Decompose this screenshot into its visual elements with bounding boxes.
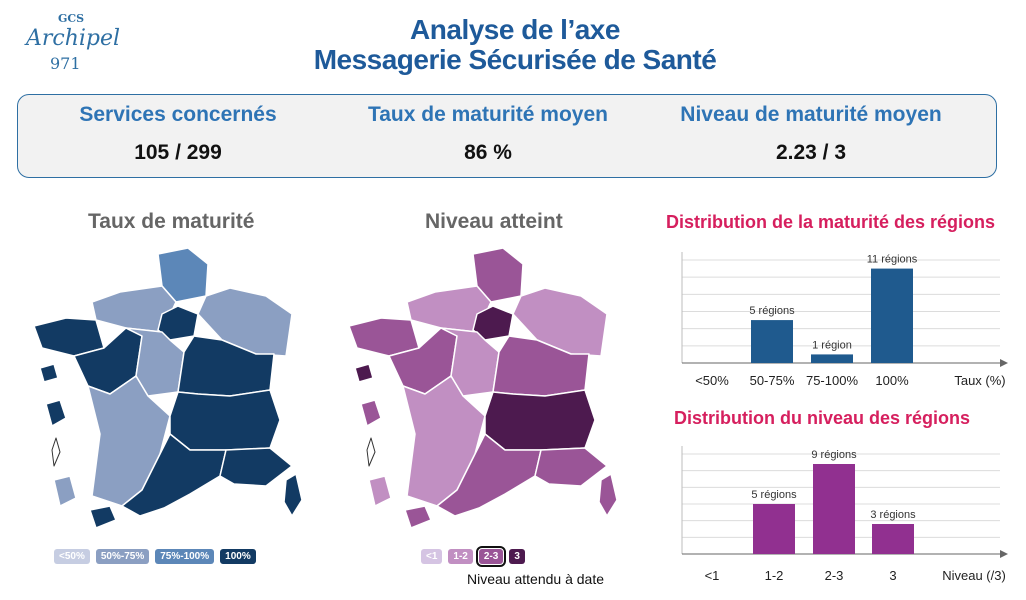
bar xyxy=(753,504,795,554)
territory-reunion xyxy=(89,505,117,529)
chart-maturity-title: Distribution de la maturité des régions xyxy=(666,212,996,232)
territory-guyane xyxy=(53,475,77,507)
territory-guadeloupe xyxy=(354,363,374,383)
legend-item: 75%-100% xyxy=(155,549,215,564)
logo-number: 971 xyxy=(50,54,81,73)
region-auvergne-rhone-alpes xyxy=(484,389,596,451)
x-axis-label: Niveau (/3) xyxy=(942,568,1006,583)
kpi-label: Taux de maturité moyen xyxy=(367,103,608,126)
x-axis-label: Taux (%) xyxy=(954,373,1005,388)
region-corse xyxy=(283,473,303,517)
region-paca xyxy=(219,447,293,487)
map-maturity-title: Taux de maturité xyxy=(88,210,255,233)
map-maturity-legend: <50% 50%-75% 75%-100% 100% xyxy=(54,549,256,564)
territory-mayotte xyxy=(366,437,376,467)
bar xyxy=(871,268,913,363)
kpi-services: Services concernés 105 / 299 xyxy=(18,103,338,165)
x-tick-label: 100% xyxy=(875,373,909,388)
legend-item: <50% xyxy=(54,549,90,564)
legend-item: 1-2 xyxy=(448,549,473,564)
chart-level-title: Distribution du niveau des régions xyxy=(674,408,971,428)
map-level-title: Niveau atteint xyxy=(425,210,563,233)
x-tick-label: 2-3 xyxy=(825,568,844,583)
bar xyxy=(811,354,853,363)
chart-level: <1 5 régions 1-2 9 régions 2-3 3 régions 3 Nive… xyxy=(681,446,1008,583)
logo-gcs: GCS xyxy=(58,12,85,25)
bar-data-label: 3 régions xyxy=(870,509,916,521)
kpi-maturity-level: Niveau de maturité moyen 2.23 / 3 xyxy=(651,103,971,165)
chart-maturity: <50% 5 régions 50-75% 1 région 75-100% 11 rég… xyxy=(681,252,1008,388)
kpi-value: 105 / 299 xyxy=(134,141,222,164)
bar-data-label: 1 région xyxy=(812,339,852,351)
territory-martinique xyxy=(45,399,67,427)
map-maturity xyxy=(33,247,303,529)
region-paca xyxy=(534,447,608,487)
territory-reunion xyxy=(404,505,432,529)
bar-data-label: 5 régions xyxy=(749,305,795,317)
territory-martinique xyxy=(360,399,382,427)
legend-item: 50%-75% xyxy=(95,549,150,564)
x-tick-label: 1-2 xyxy=(765,568,784,583)
region-grand-est xyxy=(197,287,293,357)
page-title-line2: Messagerie Sécurisée de Santé xyxy=(313,44,717,75)
page-title-line1: Analyse de l’axe xyxy=(410,14,620,45)
kpi-panel: Services concernés 105 / 299 Taux de mat… xyxy=(17,94,997,178)
x-tick-label: 75-100% xyxy=(806,373,858,388)
legend-item: 2-3 xyxy=(475,546,507,567)
x-tick-label: <50% xyxy=(695,373,729,388)
bar-data-label: 11 régions xyxy=(867,254,918,266)
kpi-maturity-rate: Taux de maturité moyen 86 % xyxy=(328,103,648,165)
legend-item: <1 xyxy=(421,549,443,564)
kpi-value: 2.23 / 3 xyxy=(775,141,847,164)
region-grand-est xyxy=(512,287,608,357)
region-corse xyxy=(598,473,618,517)
territory-mayotte xyxy=(51,437,61,467)
region-auvergne-rhone-alpes xyxy=(169,389,281,451)
x-axis-arrow xyxy=(1000,359,1008,367)
legend-item: 3 xyxy=(509,549,525,564)
kpi-label: Niveau de maturité moyen xyxy=(680,103,942,126)
bar-data-label: 5 régions xyxy=(751,489,797,501)
bar xyxy=(813,464,855,554)
bar xyxy=(751,320,793,363)
expected-level-note: Niveau attendu à date xyxy=(467,571,604,587)
map-level xyxy=(348,247,618,529)
x-tick-label: 50-75% xyxy=(750,373,795,388)
bar xyxy=(872,524,914,554)
x-axis-arrow xyxy=(1000,550,1008,558)
territory-guyane xyxy=(368,475,392,507)
x-tick-label: 3 xyxy=(889,568,896,583)
kpi-label: Services concernés xyxy=(79,103,277,126)
kpi-value: 86 % xyxy=(464,141,512,164)
bar-data-label: 9 régions xyxy=(811,449,857,461)
logo-name: Archipel xyxy=(26,26,121,51)
map-level-legend: <1 1-2 2-3 3 xyxy=(421,546,525,567)
x-tick-label: <1 xyxy=(705,568,720,583)
territory-guadeloupe xyxy=(39,363,59,383)
legend-item: 100% xyxy=(220,549,256,564)
logo: GCS Archipel 971 xyxy=(22,12,122,78)
